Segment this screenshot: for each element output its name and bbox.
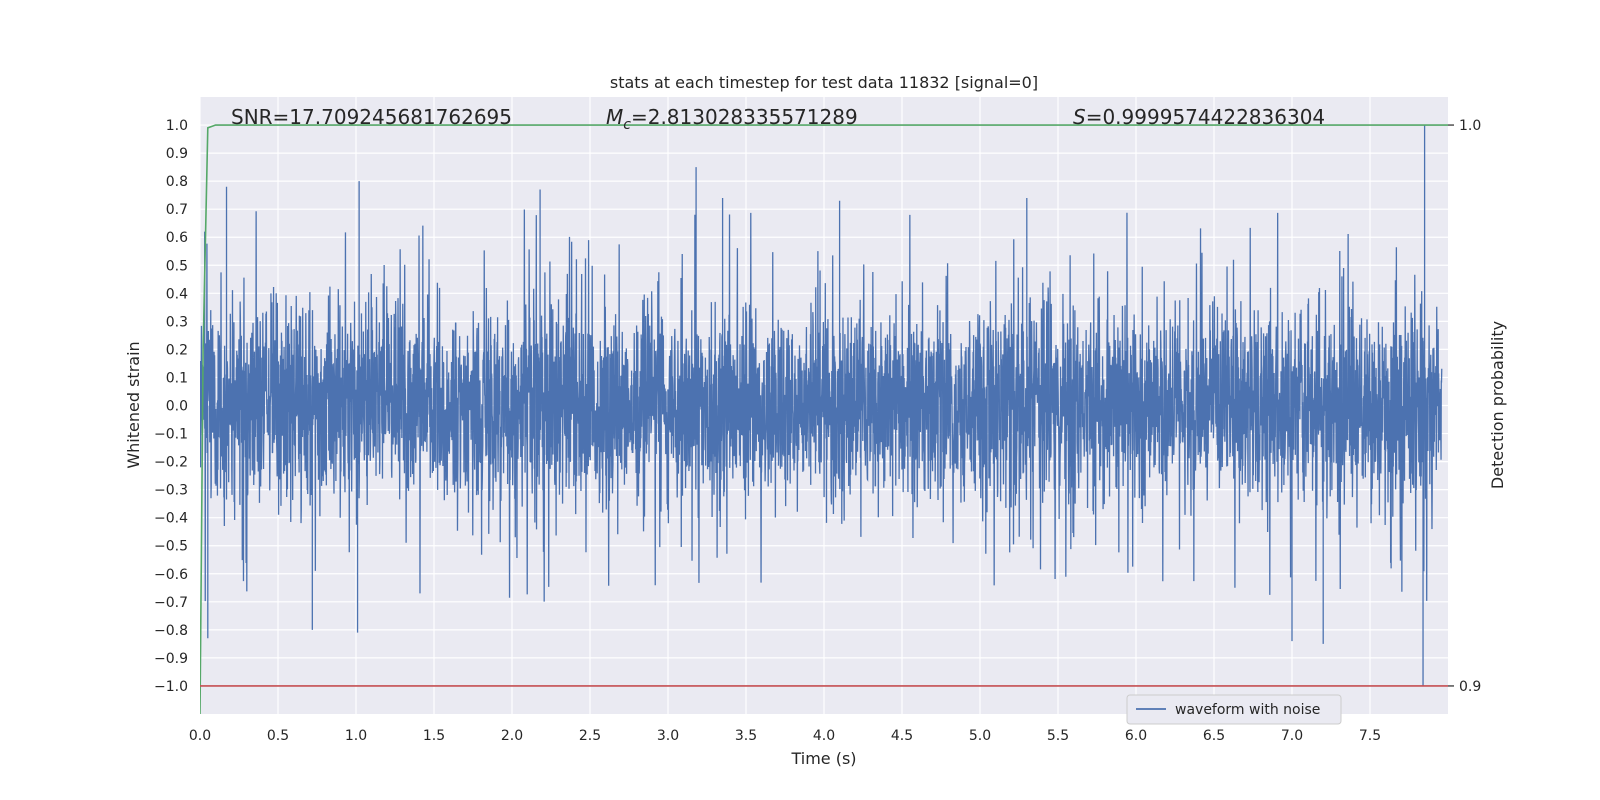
x-tick-label: 5.0 <box>969 728 991 744</box>
annotation-mc-subscript: c <box>623 117 631 133</box>
y-tick-label: −0.3 <box>154 483 188 499</box>
y-right-ticks: 1.0 0.9 <box>1448 118 1481 695</box>
x-axis-label: Time (s) <box>790 749 856 768</box>
x-tick-label: 5.5 <box>1047 728 1069 744</box>
x-tick-label: 6.0 <box>1125 728 1147 744</box>
x-tick-label: 7.0 <box>1281 728 1303 744</box>
annotation-mc-value: =2.813028335571289 <box>631 105 858 129</box>
annotation-s-value: =0.9999574422836304 <box>1086 105 1325 129</box>
y-axis-label: Whitened strain <box>124 341 143 468</box>
y-tick-label: 1.0 <box>166 118 188 134</box>
y-right-axis-label: Detection probability <box>1488 321 1507 489</box>
annotation-s-symbol: S <box>1073 105 1086 129</box>
x-ticks: 0.0 0.5 1.0 1.5 2.0 2.5 3.0 3.5 4.0 4.5 5.0 5.5 6.0 6… <box>189 728 1381 744</box>
x-tick-label: 3.0 <box>657 728 679 744</box>
y-tick-label: −1.0 <box>154 679 188 695</box>
legend-box <box>1126 694 1342 725</box>
series-waveform-with-noise-line <box>200 125 1443 686</box>
y-tick-label: 0.7 <box>166 202 188 218</box>
annotation-mc-symbol: M <box>606 105 623 129</box>
y-tick-label: −0.2 <box>154 455 188 471</box>
legend: waveform with noise <box>1126 694 1342 725</box>
y-tick-label: 0.3 <box>166 314 188 330</box>
x-tick-label: 1.5 <box>423 728 445 744</box>
x-tick-label: 0.0 <box>189 728 211 744</box>
x-tick-label: 2.0 <box>501 728 523 744</box>
legend-label-waveform: waveform with noise <box>1175 702 1320 718</box>
series-detection-probability-line <box>200 124 1448 714</box>
y-tick-label: 0.4 <box>166 286 188 302</box>
series-group <box>200 124 1448 714</box>
y-tick-label: −0.8 <box>154 623 188 639</box>
x-tick-label: 2.5 <box>579 728 601 744</box>
y-tick-label: 0.9 <box>166 146 188 162</box>
y-tick-label: −0.6 <box>154 567 188 583</box>
x-tick-label: 3.5 <box>735 728 757 744</box>
x-tick-label: 0.5 <box>267 728 289 744</box>
annotation-mc: Mc=2.813028335571289 <box>606 105 858 133</box>
y-tick-label: 0.2 <box>166 342 188 358</box>
x-tick-label: 4.0 <box>813 728 835 744</box>
annotation-snr: SNR=17.709245681762695 <box>231 105 512 129</box>
y-ticks: 1.0 0.9 0.8 0.7 0.6 0.5 0.4 0.3 0.2 0.1 0.0 −0.1 −0.… <box>154 118 188 695</box>
x-tick-label: 4.5 <box>891 728 913 744</box>
y-tick-label: −0.5 <box>154 539 188 555</box>
x-tick-label: 7.5 <box>1359 728 1381 744</box>
y-tick-label: 0.5 <box>166 258 188 274</box>
y-tick-label: 0.0 <box>166 399 188 415</box>
y-tick-label: −0.7 <box>154 595 188 611</box>
y-tick-label: −0.1 <box>154 427 188 443</box>
y-tick-label: 0.1 <box>166 370 188 386</box>
y-tick-label: −0.9 <box>154 651 188 667</box>
annotation-s: S=0.9999574422836304 <box>1073 105 1325 129</box>
chart-title: stats at each timestep for test data 118… <box>610 73 1038 92</box>
y-tick-label: 0.8 <box>166 174 188 190</box>
x-tick-label: 6.5 <box>1203 728 1225 744</box>
y-tick-label: −0.4 <box>154 511 188 527</box>
x-tick-label: 1.0 <box>345 728 367 744</box>
y-tick-label: 0.6 <box>166 230 188 246</box>
y-right-tick-label: 1.0 <box>1459 118 1481 134</box>
y-right-tick-label: 0.9 <box>1459 679 1481 695</box>
